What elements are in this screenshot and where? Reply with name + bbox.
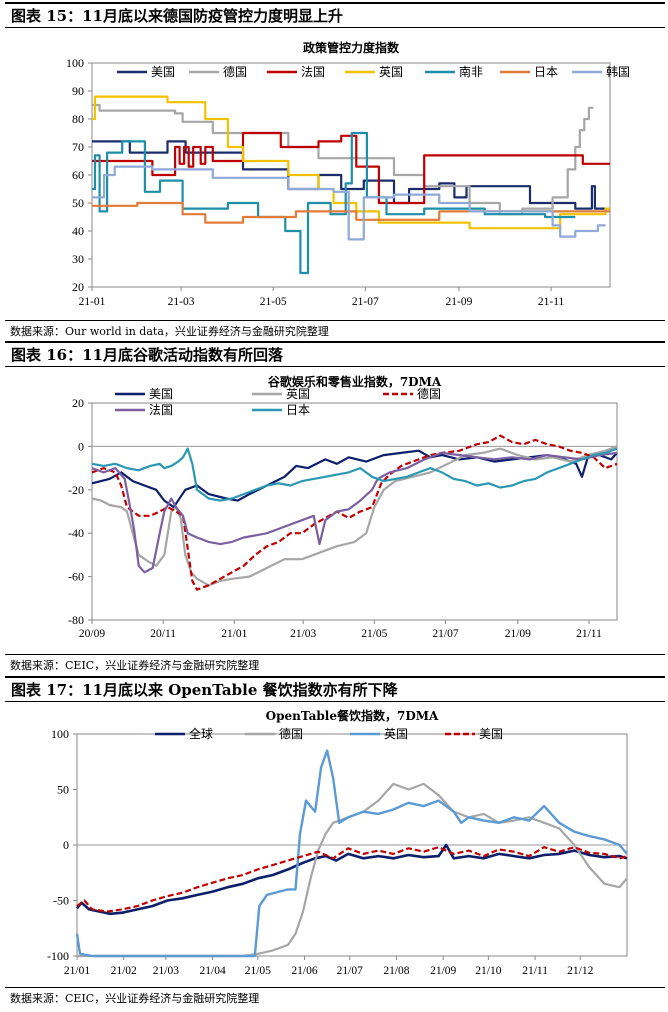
y-tick-label: 20: [72, 396, 84, 410]
y-tick-label: -60: [68, 570, 84, 584]
legend-label: 日本: [286, 403, 310, 417]
legend-label: 韩国: [606, 64, 630, 79]
legend-label: 德国: [279, 726, 303, 741]
series-line-德国: [92, 103, 594, 216]
x-tick-label: 21-09: [446, 296, 473, 308]
legend-label: 南非: [459, 64, 483, 79]
legend-label: 美国: [149, 387, 173, 401]
x-tick-label: 21-05: [260, 296, 287, 308]
y-tick-label: -100: [47, 949, 69, 963]
chart-title: 谷歌娱乐和零售业指数，7DMA: [268, 374, 442, 389]
plot-frame: [91, 402, 618, 621]
x-tick-label: 21/07: [432, 628, 458, 640]
y-tick-label: 90: [72, 84, 84, 98]
x-tick-label: 21/03: [290, 628, 316, 640]
y-tick-label: -80: [68, 613, 84, 627]
chart-title: 政策管控力度指数: [303, 40, 400, 55]
y-tick-label: 0: [63, 838, 69, 852]
x-tick-label: 21/12: [567, 965, 593, 977]
figure-17-source: 数据来源：CEIC，兴业证券经济与金融研究院整理: [10, 992, 260, 1005]
figure-16-source: 数据来源：CEIC，兴业证券经济与金融研究院整理: [10, 659, 260, 672]
figure-15-source: 数据来源：Our world in data，兴业证券经济与金融研究院整理: [10, 325, 329, 338]
figure-17-header: 图表 17：11月底以来 OpenTable 餐饮指数亦有所下降: [5, 676, 665, 702]
x-tick-label: 21/09: [505, 628, 531, 640]
figure-15-header: 图表 15：11月底以来德国防疫管控力度明显上升: [5, 2, 665, 28]
legend-label: 全球: [189, 726, 213, 741]
legend-label: 法国: [149, 403, 173, 417]
legend-label: 德国: [223, 64, 247, 79]
series-line-日本: [92, 201, 610, 224]
x-tick-label: 21/01: [221, 628, 247, 640]
series-line-英国: [92, 95, 610, 230]
legend-label: 英国: [379, 65, 403, 79]
y-tick-label: 50: [72, 196, 84, 210]
x-tick-label: 21-11: [538, 296, 565, 308]
x-tick-label: 20/11: [150, 628, 176, 640]
y-tick-label: 100: [51, 727, 69, 741]
legend-label: 英国: [384, 727, 408, 741]
x-tick-label: 20/09: [79, 628, 105, 640]
x-tick-label: 21/04: [200, 965, 226, 977]
series-line-德国: [77, 782, 628, 958]
x-tick-label: 21/03: [153, 965, 179, 977]
x-tick-label: 21-03: [168, 296, 195, 308]
chart-15: 政策管控力度指数 20 30 40 50 60 70 80 90 100 21-01 21-03 21-…: [5, 30, 665, 320]
series-line-日本: [91, 447, 618, 502]
x-tick-label: 21-07: [352, 296, 379, 308]
x-tick-label: 21/10: [475, 965, 501, 977]
legend-label: 美国: [151, 65, 175, 79]
legend-label: 日本: [534, 65, 558, 79]
x-tick-label: 21/11: [576, 628, 602, 640]
series-line-美国: [76, 846, 628, 913]
series-line-法国: [92, 131, 610, 205]
x-tick-label: 21/07: [337, 965, 363, 977]
y-tick-label: -40: [68, 526, 84, 540]
y-tick-label: 50: [57, 783, 69, 797]
y-tick-label: 20: [72, 280, 84, 294]
y-tick-label: -20: [68, 483, 84, 497]
y-tick-label: -50: [53, 894, 69, 908]
chart-16: 谷歌娱乐和零售业指数，7DMA -80 -60 -40 -20 0 20 20/09 20/11…: [5, 367, 665, 652]
y-tick-label: 60: [72, 168, 84, 182]
y-tick-label: 100: [66, 56, 84, 70]
series-line-全球: [75, 843, 628, 916]
legend-label: 德国: [417, 386, 441, 401]
chart-15-svg: 政策管控力度指数 20 30 40 50 60 70 80 90 100 21-01 21-03 21-…: [66, 40, 630, 308]
x-tick-label: 21/05: [245, 965, 271, 977]
chart-title: OpenTable餐饮指数，7DMA: [266, 708, 439, 723]
x-tick-label: 21/11: [522, 965, 548, 977]
series-line-美国: [92, 140, 610, 210]
chart-17: OpenTable餐饮指数，7DMA -100 -50 0 50 100 21/01 21/0…: [5, 702, 665, 985]
legend-label: 法国: [301, 65, 325, 79]
x-tick-label: 21/01: [64, 965, 90, 977]
x-tick-label: 21/06: [291, 965, 317, 977]
y-tick-label: 0: [78, 439, 84, 453]
series-line-韩国: [92, 165, 606, 241]
x-tick-label: 21/09: [430, 965, 456, 977]
x-tick-label: 21/05: [361, 628, 387, 640]
series-line-南非: [92, 131, 576, 275]
y-tick-label: 70: [72, 140, 84, 154]
legend-label: 英国: [286, 387, 310, 401]
figure-16-header: 图表 16：11月底谷歌活动指数有所回落: [5, 341, 665, 367]
series-line-英国: [75, 749, 628, 958]
x-tick-label: 21/08: [383, 965, 409, 977]
y-tick-label: 40: [72, 224, 84, 238]
y-tick-label: 30: [72, 252, 84, 266]
chart-16-svg: 谷歌娱乐和零售业指数，7DMA -80 -60 -40 -20 0 20 20/09 20/11…: [68, 374, 618, 640]
chart-17-svg: OpenTable餐饮指数，7DMA -100 -50 0 50 100 21/01 21/0…: [47, 708, 628, 977]
x-tick-label: 21-01: [79, 296, 106, 308]
legend-label: 美国: [479, 727, 503, 741]
series-line-法国: [91, 451, 618, 574]
y-tick-label: 80: [72, 112, 84, 126]
series-line-英国: [91, 445, 618, 587]
x-tick-label: 21/02: [111, 965, 137, 977]
